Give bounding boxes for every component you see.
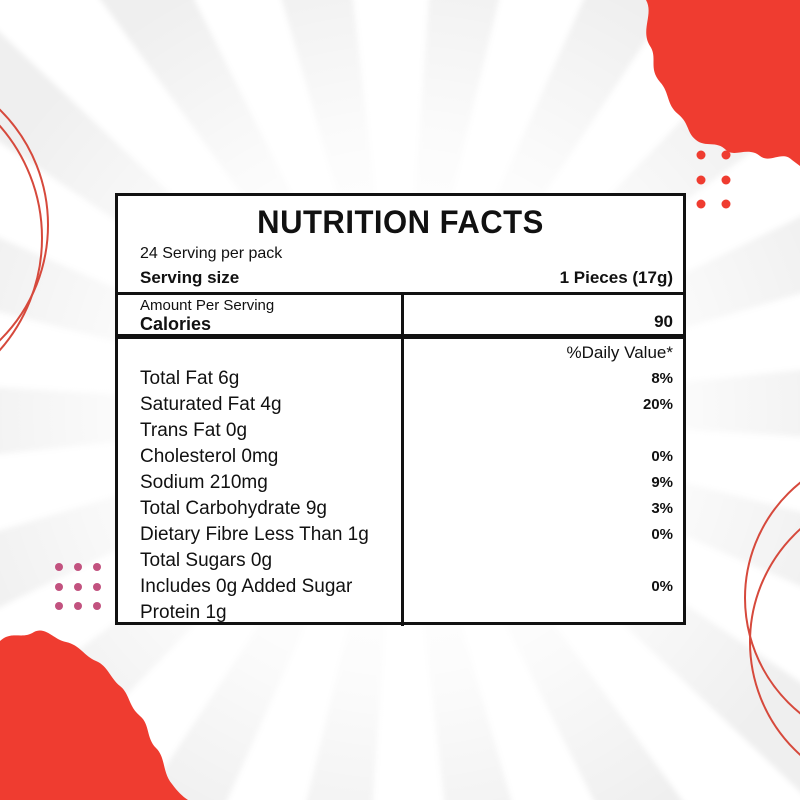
divider-thick — [118, 334, 683, 339]
circle-outline-right — [744, 481, 800, 756]
calories-section: Amount Per Serving Calories 90 — [118, 295, 683, 334]
blob-top-right — [646, 0, 800, 166]
nutrient-name: Dietary Fibre Less Than 1g — [118, 522, 404, 548]
nutrient-name: Cholesterol 0mg — [118, 444, 404, 470]
nutrient-dv — [404, 418, 683, 444]
nutrient-name: Total Fat 6g — [118, 366, 404, 392]
circle-outline-left — [0, 108, 49, 352]
nutrient-dv: 0% — [651, 526, 673, 543]
nutrient-row: Saturated Fat 4g 20% — [118, 392, 683, 418]
nutrient-dv: 3% — [651, 500, 673, 517]
servings-per-pack: 24 Serving per pack — [140, 245, 283, 262]
nutrient-row: Total Fat 6g 8% — [118, 366, 683, 392]
nutrient-name: Trans Fat 0g — [118, 418, 404, 444]
nutrient-dv — [404, 600, 683, 626]
nutrient-name: Total Sugars 0g — [118, 548, 404, 574]
divider-top — [118, 292, 683, 295]
nutrient-dv: 8% — [651, 370, 673, 387]
daily-value-header-row: %Daily Value* — [118, 339, 683, 366]
nutrient-row: Protein 1g — [118, 600, 683, 626]
nutrient-row: Includes 0g Added Sugar 0% — [118, 574, 683, 600]
nutrient-dv: 20% — [642, 396, 673, 413]
nutrient-row: Trans Fat 0g — [118, 418, 683, 444]
nutrient-row: Cholesterol 0mg 0% — [118, 444, 683, 470]
nutrient-dv: 9% — [651, 474, 673, 491]
nutrient-name: Includes 0g Added Sugar — [118, 574, 404, 600]
serving-size-row: Serving size 1 Pieces (17g) — [118, 264, 683, 292]
nutrient-name: Total Carbohydrate 9g — [118, 496, 404, 522]
amount-per-serving-label: Amount Per Serving — [140, 297, 275, 314]
nutrient-row: Total Carbohydrate 9g 3% — [118, 496, 683, 522]
magenta-dots-grid — [55, 563, 101, 610]
serving-size-label: Serving size — [140, 268, 240, 287]
red-dots-grid — [696, 150, 731, 209]
nutrient-dv: 0% — [651, 448, 673, 465]
nutrition-label: NUTRITION FACTS 24 Serving per pack Serv… — [115, 193, 686, 626]
spacer-cell — [118, 339, 404, 366]
calories-left-cell: Amount Per Serving Calories — [118, 295, 404, 334]
nutrient-name: Protein 1g — [118, 600, 404, 626]
calories-value: 90 — [654, 312, 673, 331]
nutrient-dv — [404, 548, 683, 574]
nutrient-row: Total Sugars 0g — [118, 548, 683, 574]
daily-value-header: %Daily Value* — [566, 343, 673, 362]
calories-label: Calories — [140, 314, 212, 334]
nutrient-name: Sodium 210mg — [118, 470, 404, 496]
serving-size-value: 1 Pieces (17g) — [559, 268, 673, 287]
nutrient-dv: 0% — [651, 578, 673, 595]
nutrient-name: Saturated Fat 4g — [118, 392, 404, 418]
nutrient-row: Sodium 210mg 9% — [118, 470, 683, 496]
nutrients-section: %Daily Value* Total Fat 6g 8% Saturated … — [118, 339, 683, 626]
blob-bottom-left — [0, 630, 188, 800]
nutrient-row: Dietary Fibre Less Than 1g 0% — [118, 522, 683, 548]
label-title: NUTRITION FACTS — [257, 204, 544, 240]
